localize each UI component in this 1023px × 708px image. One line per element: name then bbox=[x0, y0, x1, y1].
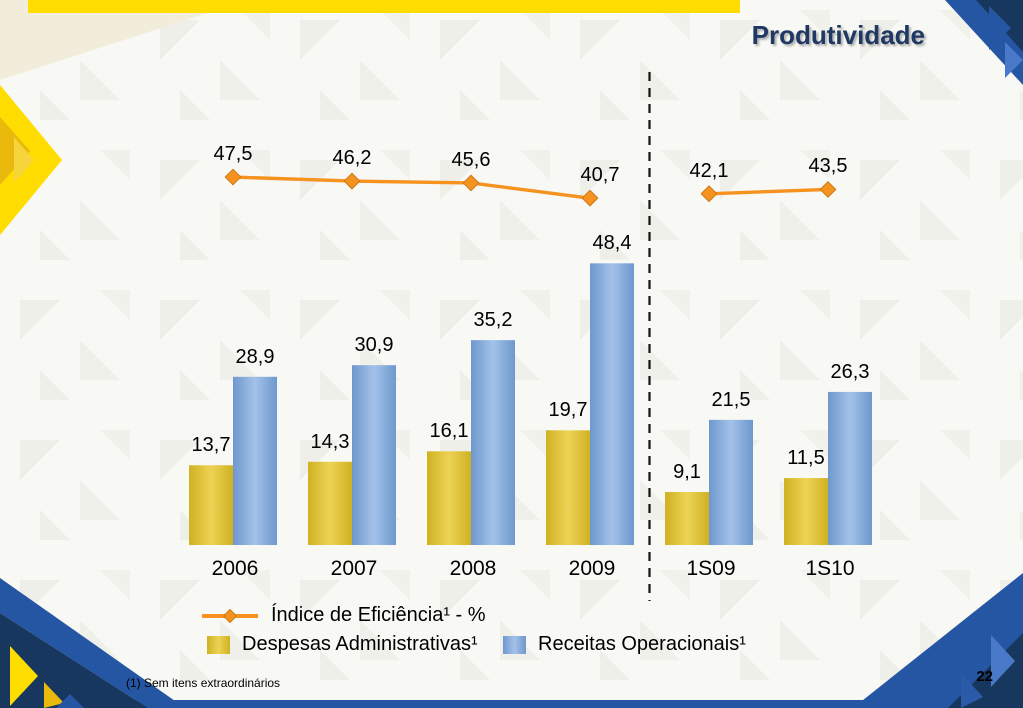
legend-line-entry: Índice de Eficiência¹ - % bbox=[202, 604, 486, 627]
legend-despesas-label: Despesas Administrativas¹ bbox=[242, 633, 478, 655]
bar-despesas bbox=[665, 492, 709, 545]
line-marker bbox=[343, 172, 361, 190]
triangle-motif bbox=[0, 613, 148, 708]
bar-despesas bbox=[308, 461, 352, 545]
corner-decoration-bottom-right bbox=[853, 573, 1023, 708]
line-marker bbox=[224, 168, 242, 186]
bar-despesas bbox=[546, 430, 590, 545]
bar-receitas bbox=[590, 263, 634, 545]
bar-receitas bbox=[352, 365, 396, 545]
bar-receitas bbox=[709, 419, 753, 545]
page-number: 22 bbox=[976, 668, 993, 685]
line-marker bbox=[819, 180, 837, 198]
diamond-marker-icon bbox=[222, 608, 238, 623]
bar-receitas bbox=[233, 376, 277, 545]
bar-despesas bbox=[784, 478, 828, 545]
line-marker bbox=[700, 185, 718, 203]
legend-line-label: Índice de Eficiência¹ - % bbox=[271, 604, 486, 626]
decoration-left-yellow-triangle bbox=[0, 85, 62, 235]
triangle-motif bbox=[989, 6, 1011, 50]
line-marker bbox=[462, 174, 480, 192]
triangle-motif bbox=[44, 682, 64, 708]
top-yellow-bar bbox=[28, 0, 740, 13]
legend-blue-swatch bbox=[503, 635, 526, 654]
triangle-motif bbox=[961, 673, 983, 708]
line-marker bbox=[581, 189, 599, 207]
triangle-motif bbox=[1005, 42, 1023, 78]
bar-receitas bbox=[828, 391, 872, 545]
triangle-motif bbox=[10, 646, 38, 706]
legend-receitas-label: Receitas Operacionais¹ bbox=[538, 633, 746, 655]
legend-despesas-entry: Despesas Administrativas¹ bbox=[207, 633, 478, 656]
page-title: Produtividade bbox=[751, 20, 925, 50]
efficiency-line bbox=[232, 175, 591, 200]
footnote: (1) Sem itens extraordinários bbox=[126, 676, 281, 690]
bar-despesas bbox=[189, 465, 233, 545]
triangle-motif bbox=[56, 694, 84, 708]
triangle-motif bbox=[991, 635, 1015, 687]
triangle-motif bbox=[0, 578, 185, 708]
triangle-motif bbox=[853, 573, 1023, 708]
legend-yellow-swatch bbox=[207, 635, 230, 654]
bottom-blue-strip bbox=[60, 700, 910, 708]
legend-line-swatch bbox=[202, 607, 258, 625]
bar-receitas bbox=[471, 340, 515, 545]
bar-despesas bbox=[427, 451, 471, 545]
corner-decoration-top-right bbox=[945, 0, 1023, 85]
triangle-motif bbox=[14, 137, 34, 183]
efficiency-line bbox=[708, 187, 829, 196]
legend-receitas-entry: Receitas Operacionais¹ bbox=[503, 633, 746, 656]
corner-decoration-bottom-left bbox=[0, 578, 185, 708]
